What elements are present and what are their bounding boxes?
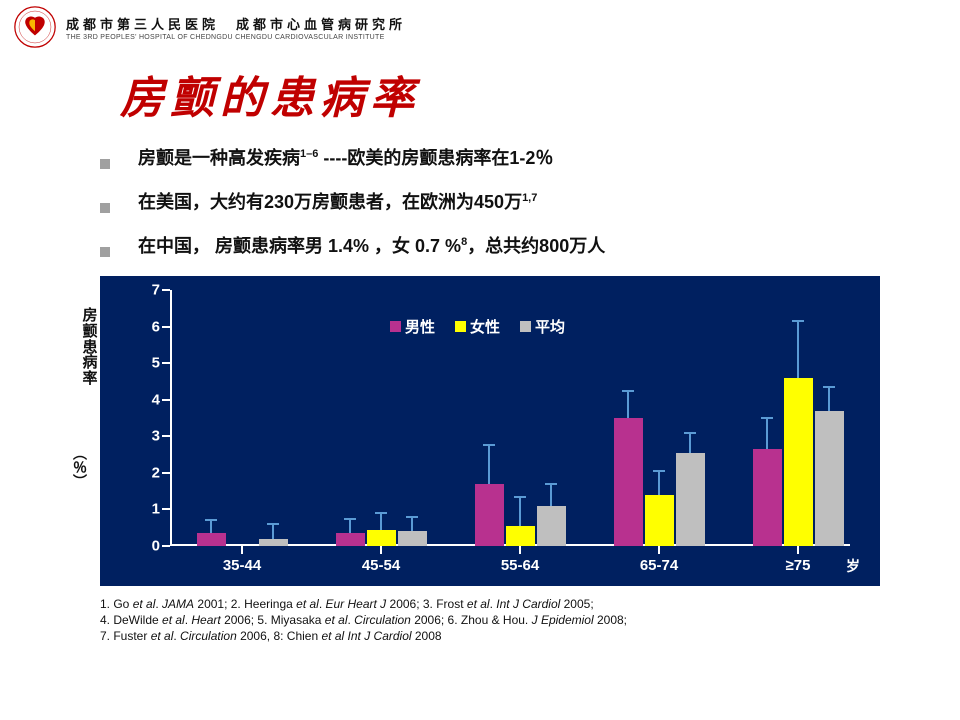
bar-chart: 男性女性平均 0123456735-4445-5455-6465-74≥75 岁 (100, 276, 880, 586)
bullet-marker-icon (100, 159, 110, 169)
bar (537, 506, 566, 546)
bar (506, 526, 535, 546)
bar (197, 533, 226, 546)
x-tick-label: 55-64 (501, 557, 539, 574)
y-tick-label: 6 (136, 318, 160, 335)
bar (367, 530, 396, 546)
error-cap (514, 496, 526, 498)
error-bar (797, 321, 799, 378)
error-bar (550, 484, 552, 506)
bar (815, 411, 844, 546)
y-tick (162, 362, 170, 364)
bar (336, 533, 365, 546)
org-name-en: THE 3RD PEOPLES' HOSPITAL OF CHEDNGDU CH… (66, 34, 406, 41)
x-tick (658, 546, 660, 554)
error-cap (684, 432, 696, 434)
slide-title: 房颤的患病率 (120, 62, 960, 126)
x-tick (380, 546, 382, 554)
error-bar (519, 497, 521, 526)
error-bar (210, 520, 212, 533)
y-tick (162, 545, 170, 547)
y-axis-unit: （％） (70, 446, 90, 488)
error-bar (349, 519, 351, 534)
bullet-text: 房颤是一种高发疾病1–6 ----欧美的房颤患病率在1-2％ (138, 144, 553, 170)
y-axis-label: 房颤患病率 (82, 308, 98, 387)
y-tick-label: 2 (136, 464, 160, 481)
error-bar (828, 387, 830, 411)
bullet-item: 房颤是一种高发疾病1–6 ----欧美的房颤患病率在1-2％ (100, 144, 920, 170)
error-bar (272, 524, 274, 539)
bullet-marker-icon (100, 203, 110, 213)
bullet-list: 房颤是一种高发疾病1–6 ----欧美的房颤患病率在1-2％ 在美国，大约有230… (100, 144, 920, 258)
bar (753, 449, 782, 546)
error-bar (411, 517, 413, 532)
error-cap (792, 320, 804, 322)
x-axis-unit: 岁 (846, 556, 860, 576)
y-tick-label: 4 (136, 391, 160, 408)
x-tick-label: 45-54 (362, 557, 400, 574)
error-bar (380, 513, 382, 529)
bar (784, 378, 813, 546)
x-tick (797, 546, 799, 554)
bar (398, 531, 427, 546)
bar (645, 495, 674, 546)
error-cap (344, 518, 356, 520)
x-tick-label: 35-44 (223, 557, 261, 574)
x-tick (519, 546, 521, 554)
reference-line: 1. Go et al. JAMA 2001; 2. Heeringa et a… (100, 596, 920, 612)
error-cap (823, 386, 835, 388)
error-cap (483, 444, 495, 446)
error-bar (627, 391, 629, 418)
bar (259, 539, 288, 546)
y-tick (162, 289, 170, 291)
bullet-marker-icon (100, 247, 110, 257)
error-cap (406, 516, 418, 518)
y-tick (162, 326, 170, 328)
x-tick-label: 65-74 (640, 557, 678, 574)
hospital-logo-icon (14, 6, 56, 48)
header: 成都市第三人民医院 成都市心血管病研究所 THE 3RD PEOPLES' HO… (0, 0, 960, 50)
error-cap (375, 512, 387, 514)
references: 1. Go et al. JAMA 2001; 2. Heeringa et a… (100, 596, 920, 645)
y-tick (162, 435, 170, 437)
y-tick (162, 472, 170, 474)
error-cap (622, 390, 634, 392)
bar (475, 484, 504, 546)
error-bar (658, 471, 660, 495)
error-bar (689, 433, 691, 453)
x-tick (241, 546, 243, 554)
error-cap (653, 470, 665, 472)
reference-line: 4. DeWilde et al. Heart 2006; 5. Miyasak… (100, 612, 920, 628)
bar (614, 418, 643, 546)
bullet-item: 在中国， 房颤患病率男 1.4% ，女 0.7 %8，总共约800万人 (100, 232, 920, 258)
x-tick-label: ≥75 (786, 557, 811, 574)
plot-area: 0123456735-4445-5455-6465-74≥75 (170, 290, 850, 546)
y-tick-label: 0 (136, 538, 160, 555)
bullet-text: 在美国，大约有230万房颤患者，在欧洲为450万1,7 (138, 188, 537, 214)
error-cap (545, 483, 557, 485)
bullet-text: 在中国， 房颤患病率男 1.4% ，女 0.7 %8，总共约800万人 (138, 232, 605, 258)
error-bar (488, 445, 490, 483)
error-bar (766, 418, 768, 449)
y-tick-label: 5 (136, 355, 160, 372)
y-tick-label: 1 (136, 501, 160, 518)
reference-line: 7. Fuster et al. Circulation 2006, 8: Ch… (100, 628, 920, 644)
y-tick (162, 508, 170, 510)
y-tick-label: 7 (136, 282, 160, 299)
error-cap (761, 417, 773, 419)
y-tick (162, 399, 170, 401)
bullet-item: 在美国，大约有230万房颤患者，在欧洲为450万1,7 (100, 188, 920, 214)
y-tick-label: 3 (136, 428, 160, 445)
error-cap (205, 519, 217, 521)
bar (676, 453, 705, 546)
chart-container: 房颤患病率 （％） 男性女性平均 0123456735-4445-5455-64… (100, 276, 920, 586)
org-name-cn: 成都市第三人民医院 成都市心血管病研究所 (66, 14, 406, 33)
y-axis (170, 290, 172, 546)
error-cap (267, 523, 279, 525)
